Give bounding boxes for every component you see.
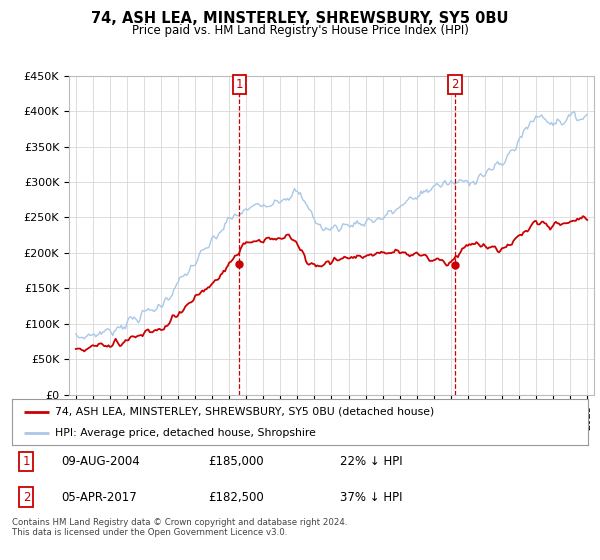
Text: 74, ASH LEA, MINSTERLEY, SHREWSBURY, SY5 0BU: 74, ASH LEA, MINSTERLEY, SHREWSBURY, SY5…	[91, 11, 509, 26]
Text: 37% ↓ HPI: 37% ↓ HPI	[340, 491, 403, 503]
Text: 2: 2	[23, 491, 30, 503]
Text: 09-AUG-2004: 09-AUG-2004	[61, 455, 140, 468]
Text: 74, ASH LEA, MINSTERLEY, SHREWSBURY, SY5 0BU (detached house): 74, ASH LEA, MINSTERLEY, SHREWSBURY, SY5…	[55, 407, 434, 417]
Text: Price paid vs. HM Land Registry's House Price Index (HPI): Price paid vs. HM Land Registry's House …	[131, 24, 469, 36]
Text: 2: 2	[451, 78, 459, 91]
Text: 22% ↓ HPI: 22% ↓ HPI	[340, 455, 403, 468]
Text: 1: 1	[236, 78, 243, 91]
Text: Contains HM Land Registry data © Crown copyright and database right 2024.
This d: Contains HM Land Registry data © Crown c…	[12, 518, 347, 538]
Text: £185,000: £185,000	[208, 455, 263, 468]
Text: 1: 1	[23, 455, 30, 468]
Text: 05-APR-2017: 05-APR-2017	[61, 491, 137, 503]
Text: HPI: Average price, detached house, Shropshire: HPI: Average price, detached house, Shro…	[55, 428, 316, 438]
Text: £182,500: £182,500	[208, 491, 263, 503]
